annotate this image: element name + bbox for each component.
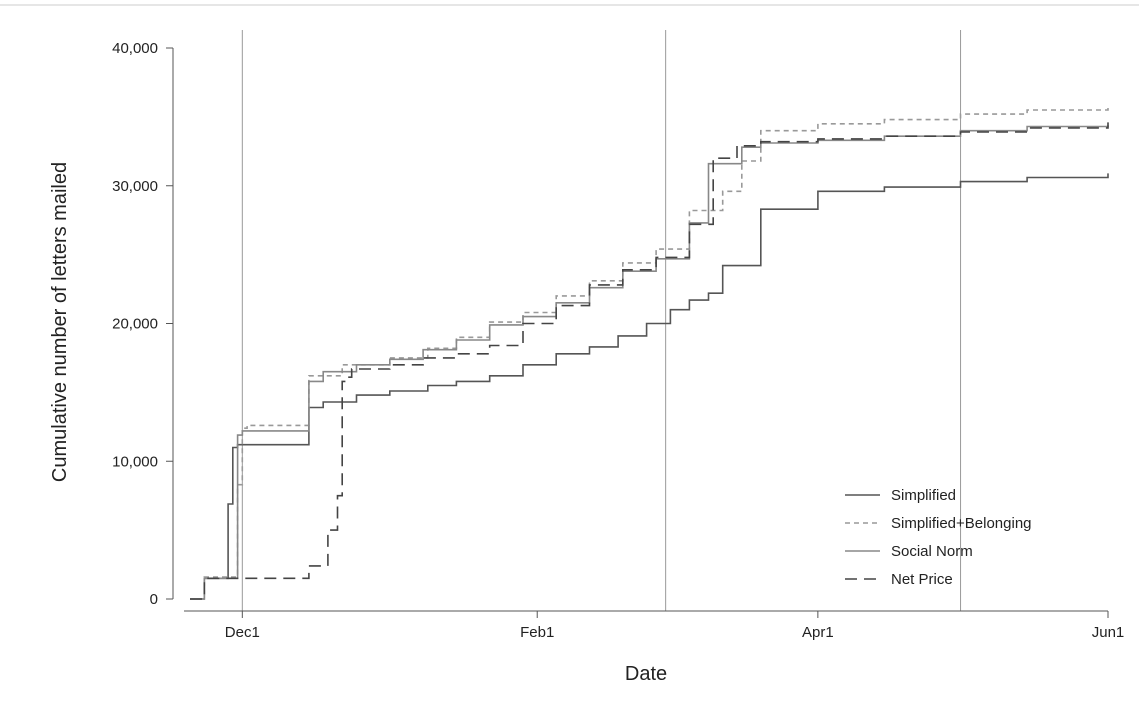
legend-label: Simplified	[891, 487, 956, 504]
y-tick-label: 40,000	[112, 40, 158, 57]
x-axis-title: Date	[625, 663, 667, 685]
legend-label: Social Norm	[891, 543, 973, 560]
series-line-simplified-belonging	[190, 105, 1109, 600]
y-tick-label: 10,000	[112, 453, 158, 470]
series-line-simplified	[190, 173, 1109, 600]
y-axis-ticks: 0 10,000 20,000 30,000 40,000	[112, 40, 173, 608]
series-line-net-price	[190, 122, 1109, 600]
x-axis-ticks: Dec1 Feb1 Apr1 Jun1	[225, 611, 1124, 641]
x-tick-label: Feb1	[520, 624, 554, 641]
y-axis-title: Cumulative number of letters mailed	[49, 162, 71, 482]
x-tick-label: Jun1	[1092, 624, 1125, 641]
y-tick-label: 20,000	[112, 316, 158, 333]
x-tick-label: Dec1	[225, 624, 260, 641]
legend: Simplified Simplified+Belonging Social Nor…	[845, 487, 1032, 588]
reference-lines	[241, 30, 962, 611]
y-tick-label: 30,000	[112, 178, 158, 195]
series-lines	[190, 105, 1109, 600]
legend-label: Net Price	[891, 571, 953, 588]
legend-label: Simplified+Belonging	[891, 515, 1032, 532]
y-tick-label: 0	[150, 591, 158, 608]
x-tick-label: Apr1	[802, 624, 834, 641]
